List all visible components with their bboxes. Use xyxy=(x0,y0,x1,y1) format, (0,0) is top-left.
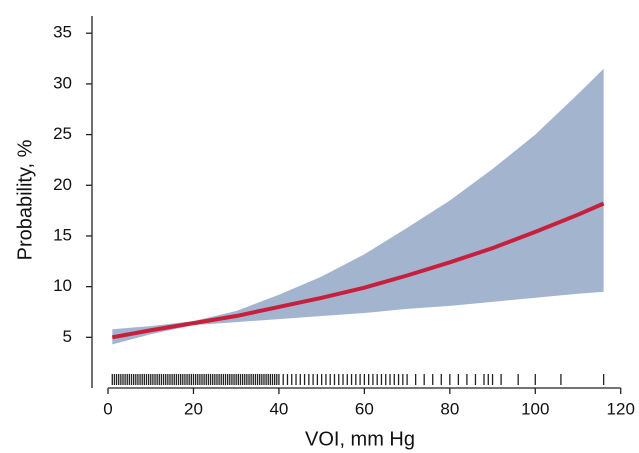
y-tick-label: 35 xyxy=(53,23,72,42)
confidence-band xyxy=(112,68,604,345)
y-tick-label: 20 xyxy=(53,175,72,194)
y-tick-label: 10 xyxy=(53,276,72,295)
x-tick-label: 40 xyxy=(269,399,288,418)
y-tick-label: 5 xyxy=(63,327,72,346)
y-tick-label: 15 xyxy=(53,225,72,244)
x-tick-label: 60 xyxy=(355,399,374,418)
x-axis-label: VOI, mm Hg xyxy=(305,428,415,450)
y-tick-label: 30 xyxy=(53,73,72,92)
x-tick-label: 20 xyxy=(184,399,203,418)
y-tick-label: 25 xyxy=(53,124,72,143)
x-tick-label: 100 xyxy=(521,399,549,418)
x-tick-label: 80 xyxy=(440,399,459,418)
y-axis-label: Probability, % xyxy=(14,139,36,260)
line xyxy=(111,201,605,340)
x-tick-label: 0 xyxy=(103,399,112,418)
x-tick-label: 120 xyxy=(607,399,635,418)
